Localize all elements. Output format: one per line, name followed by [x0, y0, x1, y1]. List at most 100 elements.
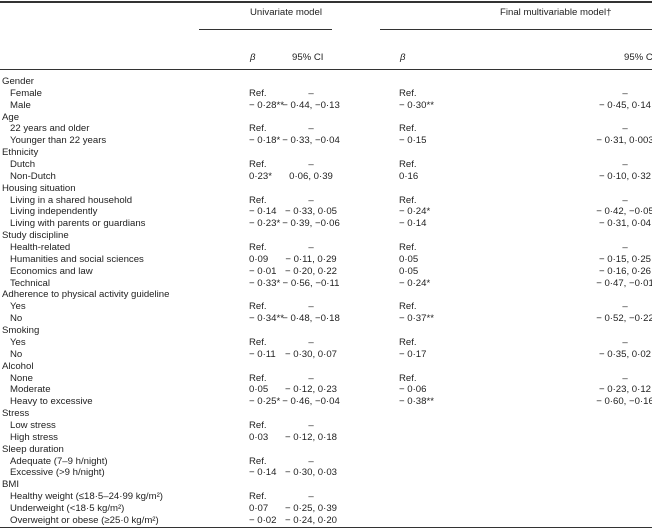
table-row: Living in a shared household Ref. – Ref. –: [0, 195, 652, 207]
univariate-beta: Ref.: [249, 301, 267, 313]
univariate-beta: − 0·11: [249, 348, 276, 360]
row-label: Housing situation: [2, 182, 76, 194]
multivariable-beta: Ref.: [399, 159, 417, 171]
row-label: Female: [10, 87, 42, 99]
univariate-ci: − 0·24, 0·20: [284, 514, 337, 526]
table-row: Younger than 22 years − 0·18* − 0·33, −0·0…: [0, 135, 652, 147]
univariate-beta: 0·07: [249, 502, 269, 514]
univariate-ci: –: [308, 242, 314, 254]
multivariable-ci: − 0·10, 0·32: [598, 170, 651, 182]
row-label: Healthy weight (≤18·5–24·99 kg/m²): [10, 491, 163, 503]
group-header-row: Adherence to physical activity guideline: [0, 289, 652, 301]
univariate-beta: 0·23*: [249, 170, 272, 182]
univariate-ci: − 0·33, 0·05: [284, 206, 337, 218]
row-label: Living in a shared household: [10, 194, 133, 206]
row-label: Heavy to excessive: [10, 396, 93, 408]
multivariable-beta: − 0·15: [399, 135, 427, 147]
row-label: Ethnicity: [2, 147, 39, 159]
multivariable-ci: − 0·35, 0·02: [598, 348, 651, 360]
table-row: Humanities and social sciences 0·09 − 0·11…: [0, 254, 652, 266]
multivariable-ci: –: [622, 242, 628, 254]
row-label: Living with parents or guardians: [10, 218, 146, 230]
row-label: No: [10, 348, 23, 360]
multivariable-ci: − 0·31, 0·04: [598, 218, 651, 230]
table-row: Heavy to excessive − 0·25* − 0·46, −0·04 − …: [0, 396, 652, 408]
univariate-beta: Ref.: [249, 123, 267, 135]
group-header-row: Housing situation: [0, 183, 652, 195]
multivariable-underline: [380, 29, 652, 30]
univariate-beta: − 0·23*: [249, 218, 281, 230]
univariate-beta: Ref.: [249, 491, 267, 503]
univariate-ci: − 0·46, −0·04: [282, 396, 340, 408]
row-label: Excessive (>9 h/night): [10, 467, 105, 479]
univariate-ci: –: [308, 491, 314, 503]
multivariable-ci: − 0·52, −0·22: [596, 313, 652, 325]
row-label: Dutch: [10, 159, 36, 171]
multivariable-beta: Ref.: [399, 194, 417, 206]
multivariable-ci: –: [622, 336, 628, 348]
table-row: Economics and law − 0·01 − 0·20, 0·22 0·05 −…: [0, 266, 652, 278]
table-row: Excessive (>9 h/night) − 0·14 − 0·30, 0·03: [0, 467, 652, 479]
multivariable-ci: –: [622, 372, 628, 384]
univariate-ci: –: [308, 336, 314, 348]
multivariable-beta: 0·05: [399, 253, 419, 265]
multivariable-beta: Ref.: [399, 301, 417, 313]
multivariable-beta: 0·16: [399, 170, 419, 182]
univariate-beta: − 0·18*: [249, 135, 281, 147]
univariate-beta: Ref.: [249, 372, 267, 384]
univariate-beta: − 0·14: [249, 467, 277, 479]
table-row: Female Ref. – Ref. –: [0, 88, 652, 100]
beta-header-multivariable: β: [400, 52, 406, 63]
row-label: 22 years and older: [10, 123, 90, 135]
row-label: Smoking: [2, 325, 40, 337]
univariate-ci: –: [308, 455, 314, 467]
multivariable-beta: − 0·06: [399, 384, 427, 396]
univariate-beta: 0·05: [249, 384, 269, 396]
univariate-beta: Ref.: [249, 87, 267, 99]
univariate-ci: − 0·11, 0·29: [285, 253, 337, 265]
row-label: Underweight (<18·5 kg/m²): [10, 502, 125, 514]
row-label: Adequate (7–9 h/night): [10, 455, 108, 467]
univariate-beta: Ref.: [249, 336, 267, 348]
univariate-ci: − 0·12, 0·23: [284, 384, 337, 396]
univariate-ci: − 0·33, −0·04: [282, 135, 340, 147]
univariate-beta: Ref.: [249, 419, 267, 431]
multivariable-beta: Ref.: [399, 336, 417, 348]
table-row: Moderate 0·05 − 0·12, 0·23 − 0·06 − 0·23, 0·…: [0, 384, 652, 396]
multivariable-ci: − 0·31, 0·003: [596, 135, 652, 147]
group-header-row: Study discipline: [0, 230, 652, 242]
multivariable-beta: − 0·38**: [399, 396, 434, 408]
multivariable-beta: − 0·30**: [399, 99, 434, 111]
multivariable-ci: − 0·23, 0·12: [598, 384, 651, 396]
table-row: Dutch Ref. – Ref. –: [0, 159, 652, 171]
table-row: No − 0·34** − 0·48, −0·18 − 0·37** − 0·52, −…: [0, 313, 652, 325]
table-row: Yes Ref. – Ref. –: [0, 337, 652, 349]
row-label: Overweight or obese (≥25·0 kg/m²): [10, 514, 159, 526]
univariate-beta: 0·03: [249, 431, 269, 443]
row-label: BMI: [2, 479, 20, 491]
ci-header-univariate: 95% CI: [292, 52, 324, 63]
univariate-ci: –: [308, 194, 314, 206]
univariate-beta: − 0·34**: [249, 313, 284, 325]
univariate-ci: 0·06, 0·39: [289, 170, 333, 182]
multivariable-ci: –: [622, 123, 628, 135]
multivariable-ci: − 0·15, 0·25: [598, 253, 651, 265]
group-header-row: Gender: [0, 76, 652, 88]
univariate-beta: − 0·25*: [249, 396, 281, 408]
univariate-beta: − 0·14: [249, 206, 277, 218]
multivariable-ci: − 0·45, 0·14: [598, 99, 651, 111]
table-row: Low stress Ref. –: [0, 420, 652, 432]
row-label: High stress: [10, 431, 58, 443]
univariate-beta: − 0·33*: [249, 277, 281, 289]
univariate-ci: − 0·25, 0·39: [284, 502, 337, 514]
row-label: None: [10, 372, 33, 384]
group-header-row: BMI: [0, 479, 652, 491]
univariate-underline: [199, 29, 332, 30]
table-row: Healthy weight (≤18·5–24·99 kg/m²) Ref. –: [0, 491, 652, 503]
multivariable-beta: Ref.: [399, 123, 417, 135]
multivariable-beta: Ref.: [399, 87, 417, 99]
row-label: Alcohol: [2, 360, 34, 372]
table-row: 22 years and older Ref. – Ref. –: [0, 123, 652, 135]
univariate-ci: − 0·12, 0·18: [284, 431, 337, 443]
table-row: Underweight (<18·5 kg/m²) 0·07 − 0·25, 0·3…: [0, 503, 652, 515]
